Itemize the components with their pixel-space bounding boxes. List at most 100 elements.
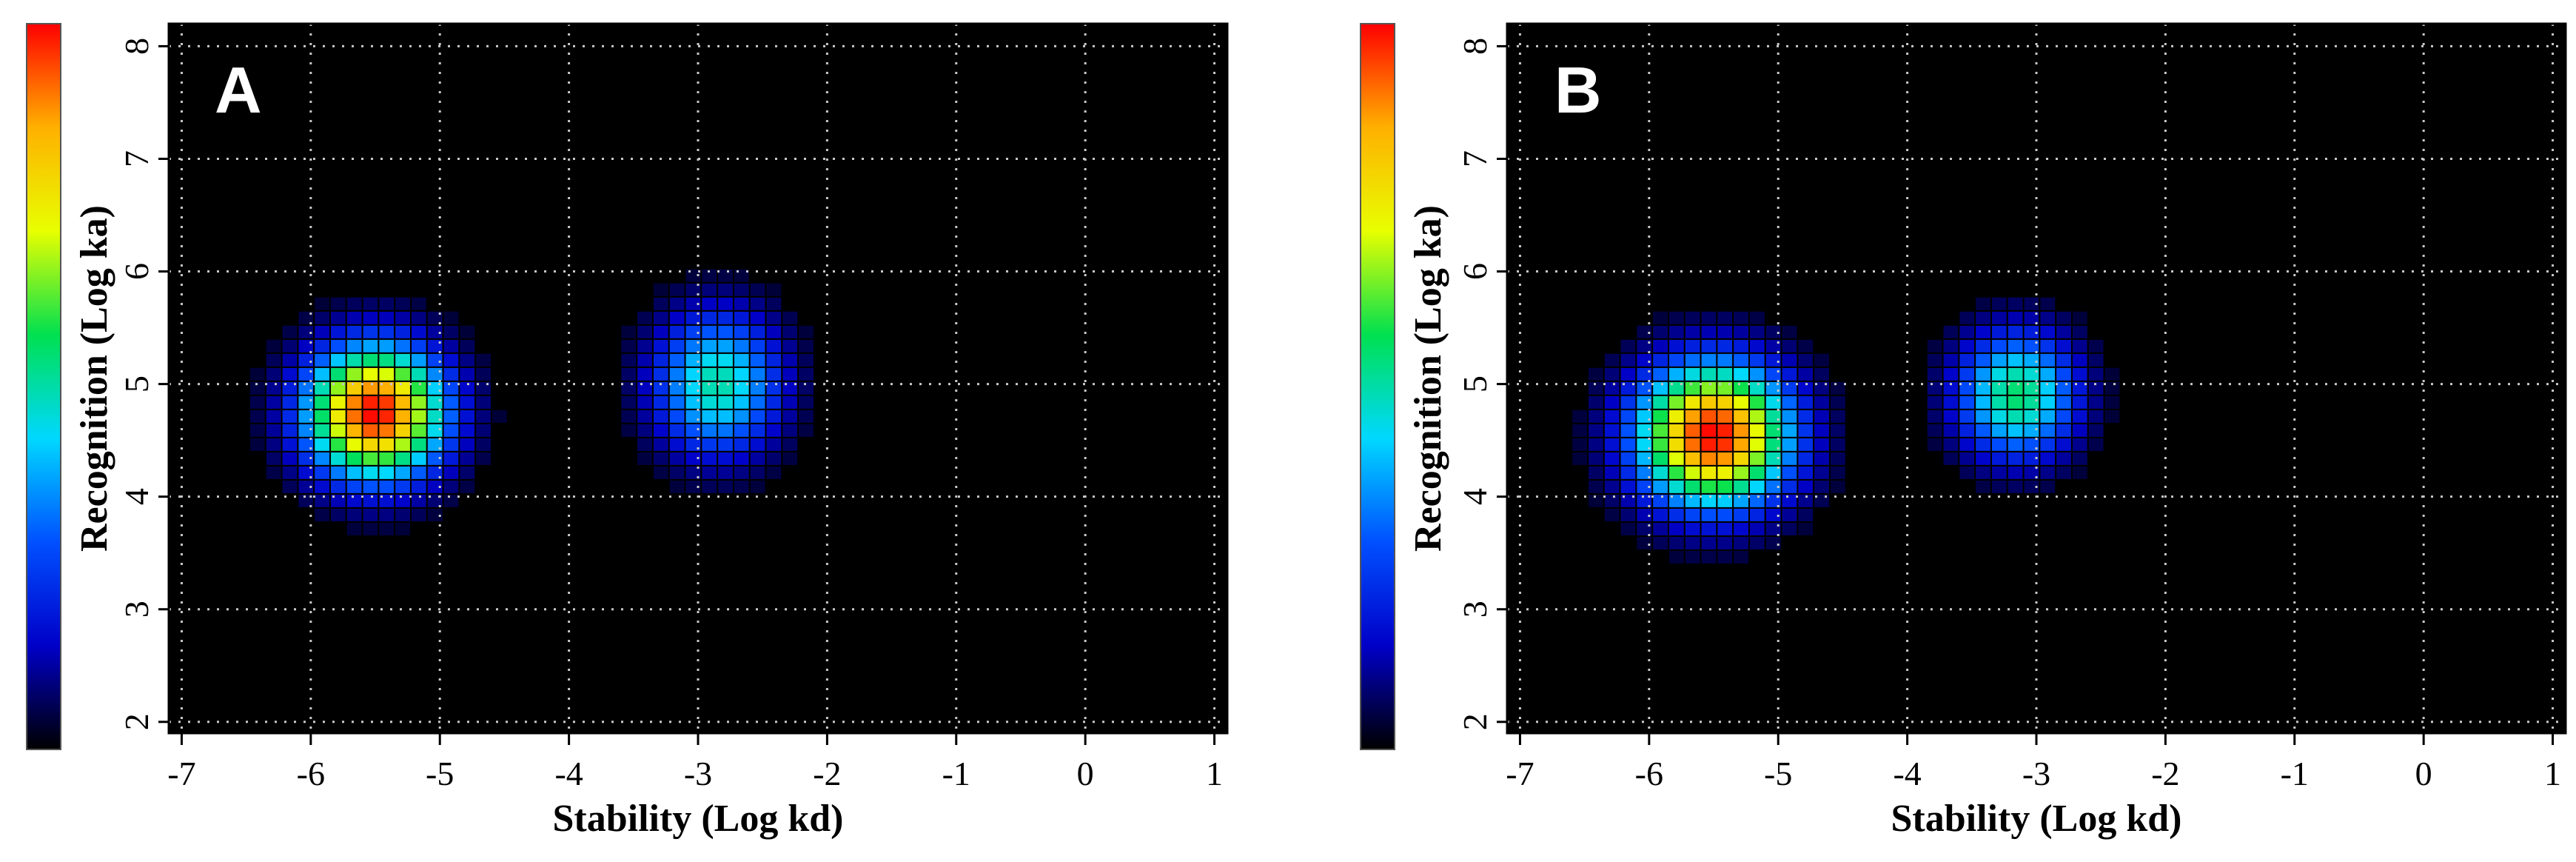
heatmap-cell	[781, 450, 799, 467]
heatmap-cell	[1732, 324, 1750, 340]
heatmap-cell	[1780, 408, 1799, 424]
heatmap-cell	[1683, 338, 1702, 354]
heatmap-cell	[345, 422, 363, 438]
heatmap-cell	[394, 521, 412, 537]
heatmap-cell	[748, 310, 767, 326]
heatmap-cell	[636, 422, 654, 438]
heatmap-cell	[2070, 338, 2089, 354]
heatmap-cell	[2022, 422, 2041, 438]
heatmap-cell	[1619, 450, 1637, 467]
heatmap-cell	[297, 394, 315, 410]
heatmap-cell	[2039, 408, 2057, 424]
heatmap-cell	[1603, 408, 1621, 424]
heatmap-cell	[2039, 422, 2057, 438]
heatmap-cell	[1974, 324, 1992, 340]
heatmap-cell	[636, 394, 654, 410]
heatmap-cell	[1974, 310, 1992, 326]
heatmap-cell	[361, 366, 380, 382]
heatmap-cell	[765, 366, 783, 382]
y-tick-label: 4	[118, 488, 155, 505]
heatmap-cell	[717, 295, 734, 312]
heatmap-cell	[684, 408, 702, 424]
heatmap-cell	[394, 310, 412, 326]
heatmap-cell	[458, 366, 477, 382]
heatmap-cell	[1797, 507, 1815, 523]
x-tick-label: -3	[2022, 755, 2050, 792]
heatmap-cell	[1780, 521, 1799, 537]
heatmap-cell	[1748, 324, 1766, 340]
heatmap-cell	[378, 295, 396, 312]
heatmap-cell	[1651, 366, 1669, 382]
heatmap-cell	[409, 310, 428, 326]
heatmap-cell	[313, 436, 331, 452]
heatmap-cell	[1732, 535, 1750, 551]
heatmap-cell	[1586, 478, 1605, 495]
heatmap-cell	[329, 464, 347, 481]
heatmap-cell	[797, 366, 815, 382]
heatmap-cell	[1619, 394, 1637, 410]
heatmap-cell	[636, 352, 654, 368]
heatmap-cell	[620, 422, 638, 438]
heatmap-cell	[345, 450, 363, 467]
heatmap-cell	[458, 352, 477, 368]
heatmap-cell	[1990, 464, 2008, 481]
heatmap-cell	[2087, 352, 2105, 368]
heatmap-cell	[1732, 436, 1750, 452]
heatmap-cell	[1586, 394, 1605, 410]
heatmap-cell	[1797, 422, 1815, 438]
heatmap-cell	[700, 450, 719, 467]
heatmap-cell	[1780, 436, 1799, 452]
heatmap-cell	[1780, 492, 1799, 509]
heatmap-cell	[748, 408, 767, 424]
heatmap-cell	[378, 464, 396, 481]
heatmap-cell	[717, 422, 734, 438]
heatmap-cell	[409, 352, 428, 368]
heatmap-cell	[313, 408, 331, 424]
heatmap-cell	[1700, 478, 1718, 495]
heatmap-cell	[458, 450, 477, 467]
heatmap-cell	[2039, 324, 2057, 340]
y-tick-label: 5	[118, 375, 155, 392]
heatmap-cell	[1667, 535, 1686, 551]
heatmap-cell	[1958, 422, 1976, 438]
heatmap-cell	[1748, 492, 1766, 509]
heatmap-cell	[636, 310, 654, 326]
heatmap-cell	[797, 324, 815, 340]
heatmap-cell	[1716, 478, 1734, 495]
heatmap-cell	[409, 507, 428, 523]
heatmap-cell	[1732, 450, 1750, 467]
heatmap-cell	[1683, 310, 1702, 326]
heatmap-cell	[2070, 422, 2089, 438]
heatmap-cell	[329, 324, 347, 340]
heatmap-cell	[748, 450, 767, 467]
heatmap-cell	[313, 492, 331, 509]
heatmap-cell	[345, 436, 363, 452]
heatmap-cell	[1683, 521, 1702, 537]
heatmap-cell	[1651, 422, 1669, 438]
heatmap-cell	[732, 464, 751, 481]
heatmap-cell	[1716, 408, 1734, 424]
heatmap-cell	[1603, 464, 1621, 481]
heatmap-cell	[700, 422, 719, 438]
heatmap-cell	[700, 366, 719, 382]
heatmap-cell	[781, 394, 799, 410]
heatmap-cell	[668, 422, 686, 438]
heatmap-cell	[732, 352, 751, 368]
heatmap-cell	[1683, 549, 1702, 565]
heatmap-cell	[409, 380, 428, 396]
heatmap-cell	[409, 478, 428, 495]
heatmap-cell	[1700, 521, 1718, 537]
heatmap-cell	[345, 295, 363, 312]
heatmap-cell	[1732, 521, 1750, 537]
heatmap-cell	[2070, 450, 2089, 467]
heatmap-cell	[361, 492, 380, 509]
heatmap-cell	[668, 464, 686, 481]
heatmap-cell	[748, 478, 767, 495]
heatmap-cell	[264, 436, 283, 452]
heatmap-cell	[1635, 366, 1654, 382]
heatmap-cell	[1780, 478, 1799, 495]
heatmap-cell	[1603, 380, 1621, 396]
heatmap-cell	[394, 394, 412, 410]
heatmap-cell	[329, 338, 347, 354]
heatmap-cell	[1619, 338, 1637, 354]
